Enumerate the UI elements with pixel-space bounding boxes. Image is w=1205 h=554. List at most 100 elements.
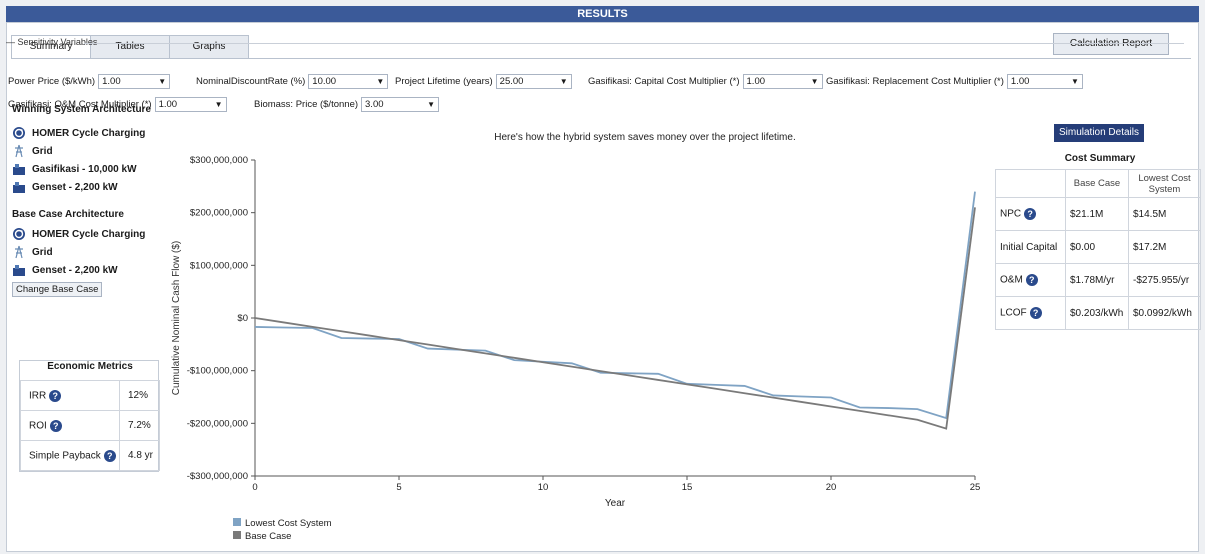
base-item-grid: Grid [12, 243, 162, 261]
winning-item-label: Grid [32, 145, 53, 157]
simulation-details-button[interactable]: Simulation Details [1054, 124, 1144, 142]
chevron-down-icon: ▼ [158, 77, 167, 86]
table-row: O&M? $1.78M/yr -$275.955/yr [995, 263, 1201, 297]
lowest-value: $17.2M [1128, 230, 1201, 264]
table-header-row: Base Case Lowest Cost System [995, 169, 1201, 198]
metric-label: ROI? [20, 410, 120, 441]
initial-capital-label: Initial Capital [1000, 241, 1058, 253]
discount-rate-value: 10.00 [312, 76, 337, 87]
base-architecture-title: Base Case Architecture [12, 209, 124, 220]
generator-icon [13, 164, 25, 175]
table-row: IRR? 12% [20, 380, 160, 411]
cost-label: O&M? [995, 263, 1066, 297]
base-value: $0.203/kWh [1065, 296, 1129, 330]
metric-label: Simple Payback? [20, 440, 120, 471]
help-icon[interactable]: ? [49, 419, 62, 432]
header-cell: Base Case [1065, 169, 1129, 198]
sensitivity-variables-title: — Sensitivity Variables [6, 37, 98, 47]
gasifikasi-capital-label: Gasifikasi: Capital Cost Multiplier (*) [588, 76, 740, 87]
gasifikasi-om-select[interactable]: 1.00 ▼ [154, 97, 227, 112]
chevron-down-icon: ▼ [376, 77, 385, 86]
winning-item-genset: Genset - 2,200 kW [12, 178, 162, 196]
base-item-cycle-charging: HOMER Cycle Charging [12, 225, 162, 243]
help-icon[interactable]: ? [1025, 274, 1038, 286]
chevron-down-icon: ▼ [214, 100, 223, 109]
chevron-down-icon: ▼ [1071, 77, 1079, 86]
help-icon[interactable]: ? [1024, 208, 1037, 220]
cycle-charging-icon [13, 228, 25, 240]
chevron-down-icon: ▼ [810, 77, 819, 86]
table-row: ROI? 7.2% [20, 410, 160, 441]
tab-divider [11, 58, 1191, 59]
help-icon[interactable]: ? [49, 389, 62, 402]
power-price-select[interactable]: 1.00 ▼ [98, 74, 171, 89]
help-icon[interactable]: ? [103, 449, 116, 462]
gasifikasi-om-control: Gasifikasi: O&M Cost Multiplier (*) 1.00… [8, 97, 227, 112]
y-tick-label: $200,000,000 [190, 208, 248, 219]
header-cell [995, 169, 1066, 198]
cycle-charging-icon [13, 127, 25, 139]
legend-label: Lowest Cost System [245, 518, 332, 529]
economic-metrics-table: IRR? 12% ROI? 7.2% Simple Payback? 4.8 y… [20, 380, 160, 471]
cost-label: Initial Capital [995, 230, 1066, 264]
calculation-report-button[interactable]: Calculation Report [1053, 33, 1169, 55]
winning-item-gasifikasi: Gasifikasi - 10,000 kW [12, 160, 162, 178]
table-row: Initial Capital $0.00 $17.2M [995, 230, 1201, 264]
y-tick-label: $0 [237, 313, 248, 324]
chevron-down-icon: ▼ [427, 100, 436, 109]
metric-label: IRR? [20, 380, 120, 411]
series-line-lowest-cost [254, 191, 976, 420]
npc-label: NPC [1000, 208, 1022, 220]
project-lifetime-select[interactable]: 25.00 ▼ [495, 74, 572, 89]
base-value: $1.78M/yr [1065, 263, 1129, 297]
project-lifetime-value: 25.00 [499, 76, 524, 87]
base-item-label: HOMER Cycle Charging [32, 228, 146, 240]
power-price-control: Power Price ($/kWh) 1.00 ▼ [8, 74, 171, 89]
x-tick-label: 15 [682, 482, 693, 493]
tab-tables[interactable]: Tables [90, 35, 170, 58]
winning-architecture-title: Winning System Architecture [12, 104, 152, 115]
lowest-value: $0.0992/kWh [1128, 296, 1201, 330]
y-axis-label: Cumulative Nominal Cash Flow ($) [171, 241, 182, 396]
change-base-case-button[interactable]: Change Base Case [12, 282, 103, 297]
economic-metrics-title: Economic Metrics [47, 361, 133, 372]
legend-swatch [233, 531, 241, 539]
lowest-value: $14.5M [1128, 197, 1201, 231]
sensitivity-divider [84, 43, 1184, 44]
cost-summary-title: Cost Summary [1064, 153, 1136, 164]
chart-title: Here's how the hybrid system saves money… [494, 132, 795, 143]
x-axis-label: Year [605, 498, 626, 509]
y-tick-label: $300,000,000 [190, 155, 248, 166]
cash-flow-chart: Here's how the hybrid system saves money… [171, 132, 980, 542]
gasifikasi-capital-select[interactable]: 1.00 ▼ [742, 74, 823, 89]
cost-label: LCOF? [995, 296, 1066, 330]
gasifikasi-capital-value: 1.00 [746, 76, 766, 87]
table-row: Simple Payback? 4.8 yr [20, 440, 160, 471]
y-tick-label: -$200,000,000 [187, 418, 248, 429]
discount-rate-select[interactable]: 10.00 ▼ [308, 74, 389, 89]
legend-swatch [233, 518, 241, 526]
discount-rate-control: NominalDiscountRate (%) 10.00 ▼ [196, 74, 389, 89]
tab-bar: Summary Tables Graphs [11, 35, 249, 59]
gasifikasi-om-value: 1.00 [158, 99, 178, 110]
results-title-bar: RESULTS [6, 6, 1199, 22]
generator-icon [13, 265, 25, 276]
gasifikasi-replacement-select[interactable]: 1.00 ▼ [1006, 74, 1083, 89]
tab-graphs[interactable]: Graphs [169, 35, 249, 58]
metric-value: 7.2% [119, 410, 160, 441]
results-title: RESULTS [577, 8, 628, 20]
power-price-label: Power Price ($/kWh) [8, 76, 96, 87]
irr-label: IRR [29, 390, 47, 402]
sensitivity-title-text: Sensitivity Variables [17, 37, 98, 47]
discount-rate-label: NominalDiscountRate (%) [196, 76, 306, 87]
help-icon[interactable]: ? [1029, 307, 1042, 319]
biomass-price-select[interactable]: 3.00 ▼ [361, 97, 440, 112]
winning-item-grid: Grid [12, 142, 162, 160]
chevron-down-icon: ▼ [559, 77, 568, 86]
tab-summary[interactable]: Summary [11, 35, 91, 59]
gasifikasi-replacement-label: Gasifikasi: Replacement Cost Multiplier … [826, 76, 1004, 87]
winning-item-label: Genset - 2,200 kW [32, 181, 118, 193]
biomass-price-control: Biomass: Price ($/tonne) 3.00 ▼ [254, 97, 440, 112]
winning-item-label: HOMER Cycle Charging [32, 127, 146, 139]
base-item-label: Genset - 2,200 kW [32, 264, 118, 276]
